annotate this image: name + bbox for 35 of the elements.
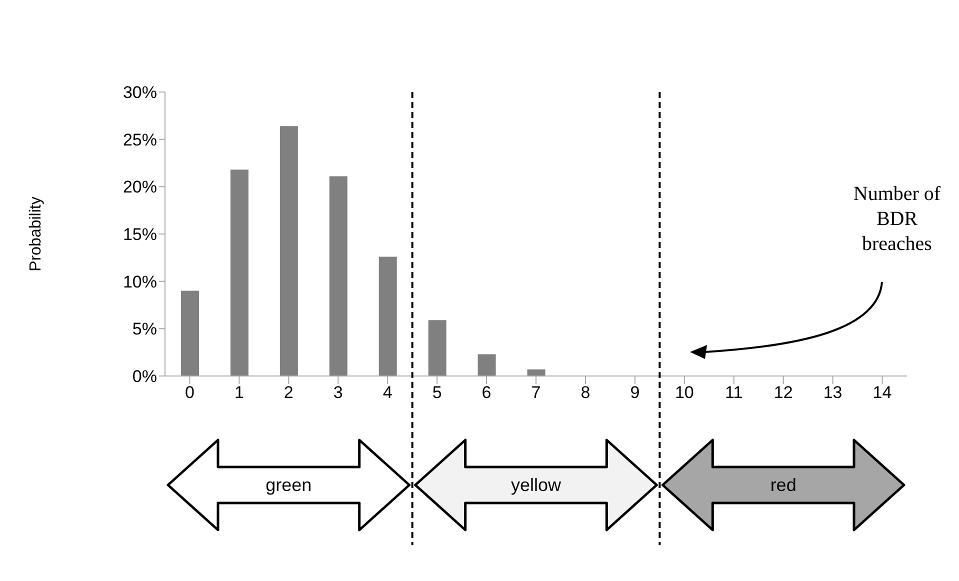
x-tick-label: 14 <box>872 383 892 402</box>
annotation: Number of BDR breaches <box>852 182 942 257</box>
x-tick-label: 7 <box>531 383 541 402</box>
x-tick-label: 10 <box>674 383 694 402</box>
x-tick-label: 12 <box>774 383 793 402</box>
text: green <box>266 475 312 495</box>
y-tick-label: 15% <box>122 225 157 244</box>
bar <box>181 290 199 376</box>
x-tick-label: 11 <box>725 383 743 402</box>
text: red <box>770 475 796 495</box>
x-tick-label: 0 <box>185 383 194 402</box>
bar <box>527 369 546 376</box>
bar <box>329 176 348 376</box>
bar <box>478 354 496 376</box>
bar <box>428 320 446 376</box>
y-tick-label: 20% <box>122 178 157 197</box>
x-tick-label: 5 <box>432 383 442 402</box>
x-tick-label: 2 <box>284 383 294 402</box>
bar <box>230 170 248 376</box>
y-tick-label: 5% <box>132 320 157 339</box>
x-tick-label: 13 <box>823 383 842 402</box>
y-tick-label: 25% <box>122 130 157 150</box>
y-tick-label: 10% <box>122 272 157 292</box>
x-tick-label: 1 <box>234 383 244 402</box>
x-tick-label: 6 <box>482 383 492 402</box>
bar <box>378 256 397 376</box>
y-tick-label: 0% <box>132 367 157 386</box>
y-axis-title: Probability <box>28 196 45 272</box>
text: yellow <box>510 475 562 495</box>
x-tick-label: 9 <box>630 383 640 402</box>
bar <box>280 126 298 376</box>
x-tick-label: 4 <box>382 383 392 402</box>
x-tick-label: 8 <box>580 383 590 402</box>
y-tick-label: 30% <box>122 83 157 102</box>
x-tick-label: 3 <box>333 383 343 402</box>
